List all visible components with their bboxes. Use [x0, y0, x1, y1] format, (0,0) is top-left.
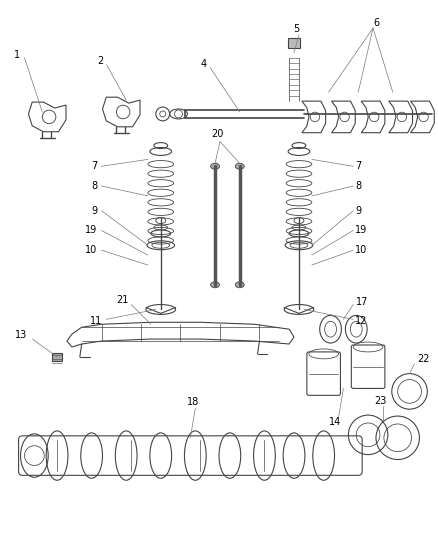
Text: 9: 9	[354, 206, 360, 216]
Text: 12: 12	[354, 316, 367, 326]
Text: 23: 23	[374, 396, 386, 406]
Text: 21: 21	[116, 295, 128, 304]
Text: 18: 18	[187, 397, 199, 407]
Text: 6: 6	[372, 18, 378, 28]
Text: 5: 5	[292, 24, 298, 34]
Text: 4: 4	[201, 59, 207, 69]
Text: 14: 14	[328, 417, 341, 427]
Text: 17: 17	[355, 296, 368, 306]
Text: 11: 11	[90, 316, 102, 326]
Text: 2: 2	[97, 55, 103, 66]
FancyBboxPatch shape	[287, 38, 299, 48]
Ellipse shape	[210, 163, 219, 169]
Text: 1: 1	[14, 50, 21, 60]
Text: 10: 10	[354, 245, 367, 255]
Text: 10: 10	[85, 245, 97, 255]
Text: 8: 8	[354, 181, 360, 191]
Text: 7: 7	[354, 161, 360, 171]
FancyBboxPatch shape	[52, 353, 62, 361]
Text: 8: 8	[91, 181, 97, 191]
Ellipse shape	[235, 282, 244, 288]
Text: 20: 20	[210, 128, 223, 139]
Ellipse shape	[210, 282, 219, 288]
Text: 13: 13	[15, 330, 28, 340]
Text: 22: 22	[417, 354, 429, 364]
Ellipse shape	[235, 163, 244, 169]
Text: 19: 19	[85, 225, 97, 236]
Text: 7: 7	[91, 161, 97, 171]
Text: 19: 19	[354, 225, 367, 236]
Text: 9: 9	[91, 206, 97, 216]
